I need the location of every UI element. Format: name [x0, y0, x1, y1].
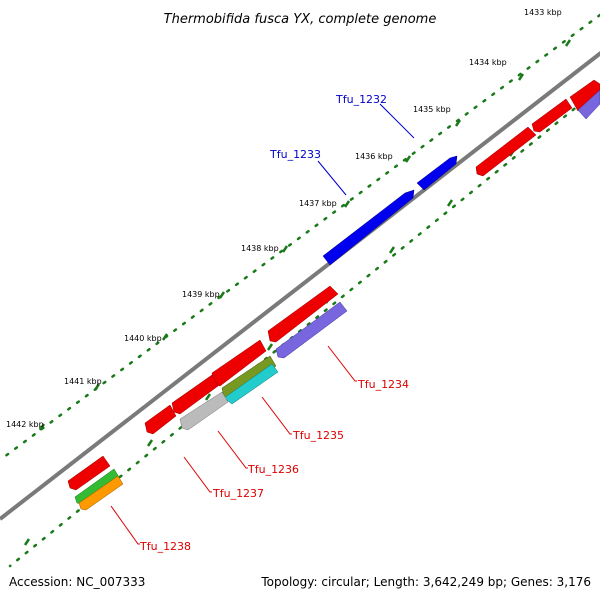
major-tick — [146, 439, 154, 447]
gene-tfu-1233[interactable] — [322, 189, 415, 266]
gene-tfu-1232[interactable] — [416, 155, 458, 191]
reverse-strand-genes-row1 — [67, 79, 600, 491]
tick-label: 1440 kbp — [124, 334, 162, 343]
reverse-strand-genes-row2 — [74, 89, 600, 511]
label-tfu-1233[interactable]: Tfu_1233 — [269, 148, 321, 161]
gene-cds[interactable] — [144, 404, 177, 435]
label-tfu-1235[interactable]: Tfu_1235 — [292, 429, 344, 442]
gene-cds[interactable] — [171, 374, 219, 415]
major-tick — [404, 155, 412, 163]
outer-tick-dots — [0, 13, 600, 462]
major-tick — [388, 246, 396, 254]
tick-label: 1439 kbp — [182, 290, 220, 299]
accession-text: Accession: NC_007333 — [9, 575, 145, 589]
gene-tfu-1236[interactable] — [179, 391, 229, 431]
reverse-callouts — [110, 345, 357, 545]
gene-cds[interactable] — [569, 79, 600, 112]
forward-strand-genes — [322, 155, 458, 266]
map-title: Thermobifida fusca YX, complete genome — [164, 12, 437, 27]
gene-labels: Tfu_1232 Tfu_1233 Tfu_1234 Tfu_1235 Tfu_… — [139, 93, 409, 553]
tick-label: 1434 kbp — [469, 58, 507, 67]
major-tick — [23, 538, 31, 546]
major-tick — [93, 383, 101, 391]
forward-callouts — [317, 103, 415, 196]
outer-major-ticks — [38, 39, 572, 431]
label-tfu-1232[interactable]: Tfu_1232 — [335, 93, 387, 106]
major-tick — [38, 423, 46, 431]
tick-label: 1441 kbp — [64, 377, 102, 386]
gene-tfu-1234[interactable] — [275, 301, 348, 359]
callout-line — [317, 160, 347, 196]
callout-line — [327, 345, 357, 382]
major-tick — [281, 245, 289, 253]
label-tfu-1234[interactable]: Tfu_1234 — [357, 378, 409, 391]
outer-tick-ring — [0, 13, 600, 462]
gene-cds[interactable] — [531, 98, 573, 133]
gene-cds[interactable] — [475, 126, 537, 177]
gene-tfu-1238[interactable] — [78, 475, 124, 511]
callout-line — [110, 505, 140, 545]
major-tick — [343, 200, 351, 208]
tick-labels: 1433 kbp 1434 kbp 1435 kbp 1436 kbp 1437… — [6, 8, 562, 429]
tick-label: 1438 kbp — [241, 244, 279, 253]
major-tick — [204, 393, 212, 401]
tick-label: 1433 kbp — [524, 8, 562, 17]
genome-backbone — [0, 51, 600, 521]
label-tfu-1238[interactable]: Tfu_1238 — [139, 540, 191, 553]
tick-label: 1437 kbp — [299, 199, 337, 208]
callout-line — [217, 430, 248, 469]
tick-label: 1435 kbp — [413, 105, 451, 114]
gene-tfu-1238-upper[interactable] — [67, 455, 111, 491]
label-tfu-1237[interactable]: Tfu_1237 — [212, 487, 264, 500]
callout-line — [183, 456, 212, 493]
major-tick — [218, 291, 226, 299]
gene-tfu-1235[interactable] — [223, 363, 279, 405]
callout-line — [379, 103, 415, 139]
tick-label: 1436 kbp — [355, 152, 393, 161]
gene-cds[interactable] — [267, 285, 339, 343]
genome-summary-text: Topology: circular; Length: 3,642,249 bp… — [260, 575, 591, 589]
major-tick — [161, 333, 169, 341]
major-tick — [564, 39, 572, 47]
callout-line — [261, 396, 292, 435]
label-tfu-1236[interactable]: Tfu_1236 — [247, 463, 299, 476]
major-tick — [266, 343, 274, 351]
major-tick — [454, 119, 462, 127]
major-tick — [446, 199, 454, 207]
gene-cds-purple[interactable] — [577, 89, 600, 120]
tick-label: 1442 kbp — [6, 420, 44, 429]
major-tick — [517, 73, 525, 81]
